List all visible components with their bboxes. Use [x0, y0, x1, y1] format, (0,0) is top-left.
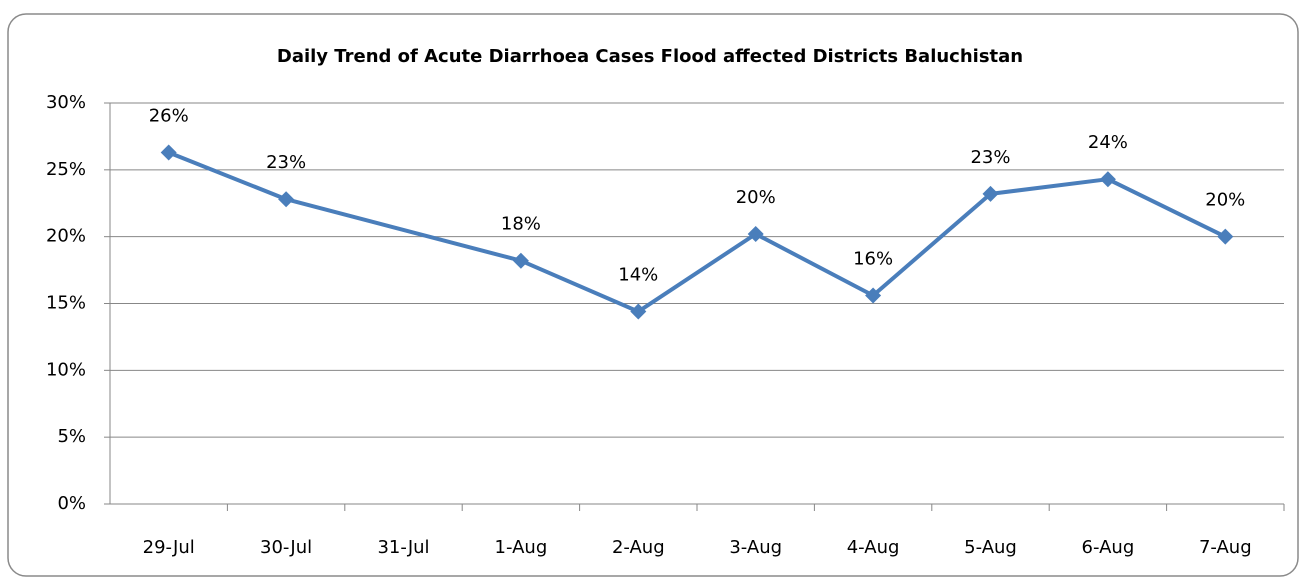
x-tick-label: 1-Aug: [495, 537, 548, 558]
line-segment: [1105, 177, 1228, 239]
y-tick-label: 30%: [46, 92, 86, 113]
marker: [865, 287, 882, 304]
marker: [160, 144, 177, 161]
line-segment: [636, 231, 758, 314]
data-label: 24%: [1088, 132, 1128, 153]
x-tick-label: 31-Jul: [377, 537, 429, 558]
line-segment: [284, 197, 523, 263]
data-label: 23%: [970, 147, 1010, 168]
y-tick-label: 0%: [57, 493, 86, 514]
data-label: 20%: [736, 187, 776, 208]
line-segment: [988, 177, 1110, 196]
y-tick-label: 10%: [46, 359, 86, 380]
y-tick-label: 5%: [57, 426, 86, 447]
marker: [1099, 171, 1116, 188]
data-label: 14%: [618, 265, 658, 286]
y-tick-label: 15%: [46, 293, 86, 314]
line-segment: [166, 150, 289, 202]
marker: [512, 252, 529, 269]
marker: [982, 185, 999, 202]
line-segment: [518, 258, 641, 314]
x-tick-label: 6-Aug: [1082, 537, 1135, 558]
x-tick-label: 30-Jul: [260, 537, 312, 558]
line-segment: [753, 231, 876, 298]
x-tick-label: 29-Jul: [143, 537, 195, 558]
chart-border: [7, 13, 1299, 577]
y-tick-label: 25%: [46, 159, 86, 180]
data-label: 16%: [853, 248, 893, 269]
data-label: 26%: [149, 105, 189, 126]
x-tick-label: 5-Aug: [964, 537, 1017, 558]
marker: [630, 303, 647, 320]
x-tick-label: 2-Aug: [612, 537, 665, 558]
marker: [747, 225, 764, 242]
data-label: 18%: [501, 214, 541, 235]
line-segment: [871, 191, 993, 298]
marker: [278, 191, 295, 208]
x-tick-label: 7-Aug: [1199, 537, 1252, 558]
x-tick-label: 3-Aug: [729, 537, 782, 558]
y-tick-label: 20%: [46, 226, 86, 247]
chart-title: Daily Trend of Acute Diarrhoea Cases Flo…: [277, 46, 1023, 67]
x-tick-label: 4-Aug: [847, 537, 900, 558]
data-label: 20%: [1205, 190, 1245, 211]
marker: [1217, 228, 1234, 245]
data-label: 23%: [266, 152, 306, 173]
